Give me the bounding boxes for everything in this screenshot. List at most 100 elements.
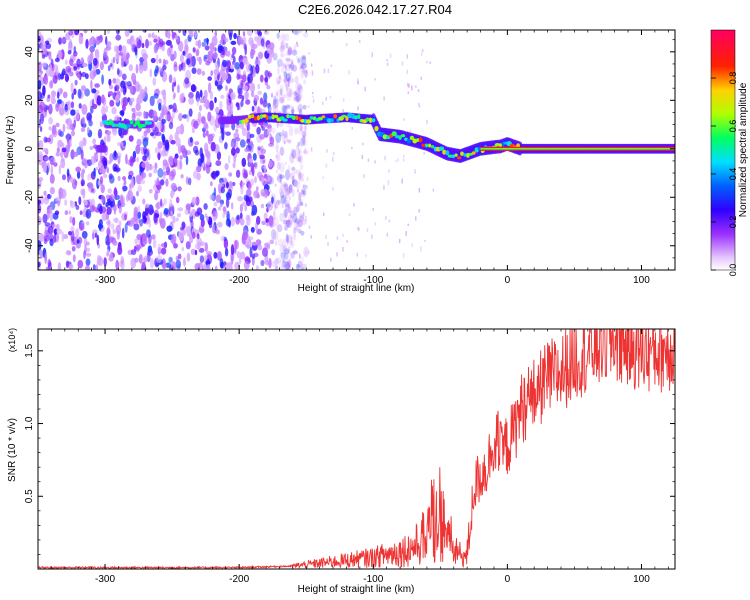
spectrogram-noise-cell xyxy=(162,171,168,176)
spectrogram-noise-cell xyxy=(129,97,134,107)
spectrogram-noise-cell xyxy=(165,114,170,122)
spectrogram-noise-cell xyxy=(185,176,189,185)
spectrogram-noise-cell xyxy=(217,221,223,228)
spectrogram-noise-cell xyxy=(211,133,215,138)
spectrogram-noise-cell xyxy=(86,159,93,167)
spectrogram-noise-cell xyxy=(95,264,99,270)
spectrogram-noise-cell xyxy=(145,38,149,49)
spectrogram-noise-cell xyxy=(73,66,78,71)
spectrogram-noise-cell xyxy=(256,239,260,247)
spectrogram-noise-cell xyxy=(244,204,248,212)
spectrogram-noise-cell xyxy=(157,141,163,149)
spectrogram-noise-cell xyxy=(54,57,60,63)
spectrogram-noise-cell xyxy=(257,107,263,115)
spectrogram-noise-cell xyxy=(276,154,281,166)
spectrogram-noise-cell xyxy=(304,129,307,138)
spectrogram-noise-cell xyxy=(292,171,296,178)
spectrogram-noise-cell xyxy=(40,41,46,51)
spectrogram-noise-cell xyxy=(281,104,287,114)
spectrogram-noise-cell xyxy=(200,218,205,228)
spectrogram-noise-cell xyxy=(115,224,122,235)
spectrogram-noise-cell xyxy=(249,133,255,138)
spectrogram-noise-cell xyxy=(88,120,93,127)
spectrogram-noise-cell xyxy=(199,255,205,263)
spectrogram-noise-cell xyxy=(160,150,167,157)
spectrogram-noise-cell xyxy=(38,204,42,214)
spectrogram-noise-cell xyxy=(276,170,278,174)
spectrogram-noise-cell xyxy=(289,173,292,178)
spectrogram-noise-cell xyxy=(253,252,259,258)
spectrogram-noise-cell xyxy=(93,167,96,177)
spectrogram-noise-cell xyxy=(142,138,149,147)
spectrogram-noise-cell xyxy=(164,139,170,150)
spectrogram-noise-cell xyxy=(199,89,203,98)
spectrogram-noise-cell xyxy=(256,215,261,225)
spectrogram-noise-cell xyxy=(194,249,198,256)
spectrogram-noise-cell xyxy=(248,158,253,164)
spectrogram-noise-cell xyxy=(156,88,160,94)
spectrogram-noise-cell xyxy=(45,42,52,50)
spectrogram-noise-cell xyxy=(298,201,304,207)
spectrogram-noise-cell xyxy=(297,30,304,34)
spectrogram-noise-cell xyxy=(207,76,212,81)
spectrogram-noise-cell xyxy=(306,70,308,74)
spectrogram-noise-cell xyxy=(126,81,132,87)
spectrogram-noise-cell xyxy=(420,246,422,252)
spectrogram-noise-cell xyxy=(283,245,288,253)
spectrogram-noise-cell xyxy=(101,105,106,116)
spectrogram-noise-cell xyxy=(290,61,294,71)
spectrogram-noise-cell xyxy=(279,146,285,156)
spectrogram-noise-cell xyxy=(280,40,284,50)
spectrogram-noise-cell xyxy=(82,158,87,164)
spectrogram-noise-cell xyxy=(72,254,76,263)
spectrogram-noise-cell xyxy=(272,103,277,110)
spectrogram-ridge-core xyxy=(309,116,314,120)
spectrogram-noise-cell xyxy=(257,90,263,96)
spectrogram-noise-cell xyxy=(179,93,184,104)
spectrogram-noise-cell xyxy=(139,179,146,185)
spectrogram-noise-cell xyxy=(158,58,162,64)
spectrogram-ridge-core xyxy=(330,118,334,123)
spectrogram-noise-cell xyxy=(110,223,115,230)
spectrogram-noise-cell xyxy=(251,204,258,216)
spectrogram-noise-cell xyxy=(254,58,261,67)
spectrogram-ridge-core xyxy=(256,115,261,121)
spectrogram-noise-cell xyxy=(189,212,193,217)
spectrogram-noise-cell xyxy=(184,52,189,58)
spectrogram-noise-cell xyxy=(150,57,156,64)
spectrogram-noise-cell xyxy=(69,58,74,67)
spectrogram-noise-cell xyxy=(149,68,153,78)
spectrogram-noise-cell xyxy=(155,262,160,267)
spectrogram-noise-cell xyxy=(180,226,184,231)
spectrogram-noise-cell xyxy=(247,73,253,84)
spectrogram-noise-cell xyxy=(297,260,303,269)
spectrogram-ridge-core xyxy=(353,115,358,120)
spectrogram-noise-cell xyxy=(121,73,127,81)
spectrogram-noise-cell xyxy=(295,92,301,103)
spectrogram-noise-cell xyxy=(112,228,116,235)
spectrogram-noise-cell xyxy=(282,181,287,188)
spectrogram-noise-cell xyxy=(186,113,190,123)
spectrogram-noise-cell xyxy=(285,213,287,217)
spectrogram-noise-cell xyxy=(60,142,65,148)
spectrogram-ridge-core xyxy=(141,123,146,128)
spectrogram-noise-cell xyxy=(348,70,350,75)
spectrogram-ridge-core xyxy=(442,149,447,155)
spectrogram-noise-cell xyxy=(228,154,231,164)
spectrogram-noise-cell xyxy=(213,201,218,207)
spectrogram-noise-cell xyxy=(224,247,229,257)
spectrogram-noise-cell xyxy=(186,225,192,237)
spectrogram-ridge-core xyxy=(471,151,476,155)
spectrogram-noise-cell xyxy=(225,85,228,92)
spectrogram-ridge-core xyxy=(391,131,397,137)
spectrogram-noise-cell xyxy=(132,150,137,160)
spectrogram-noise-cell xyxy=(269,162,274,167)
spectrogram-noise-cell xyxy=(361,154,364,160)
spectrogram-noise-cell xyxy=(66,133,70,144)
spectrogram-noise-cell xyxy=(141,42,145,49)
spectrogram-noise-cell xyxy=(99,205,103,215)
spectrogram-noise-cell xyxy=(287,206,292,214)
colorbar-tick-label: 0.8 xyxy=(728,72,738,85)
spectrogram-noise-cell xyxy=(58,106,65,116)
spectrogram-noise-cell xyxy=(285,190,290,200)
